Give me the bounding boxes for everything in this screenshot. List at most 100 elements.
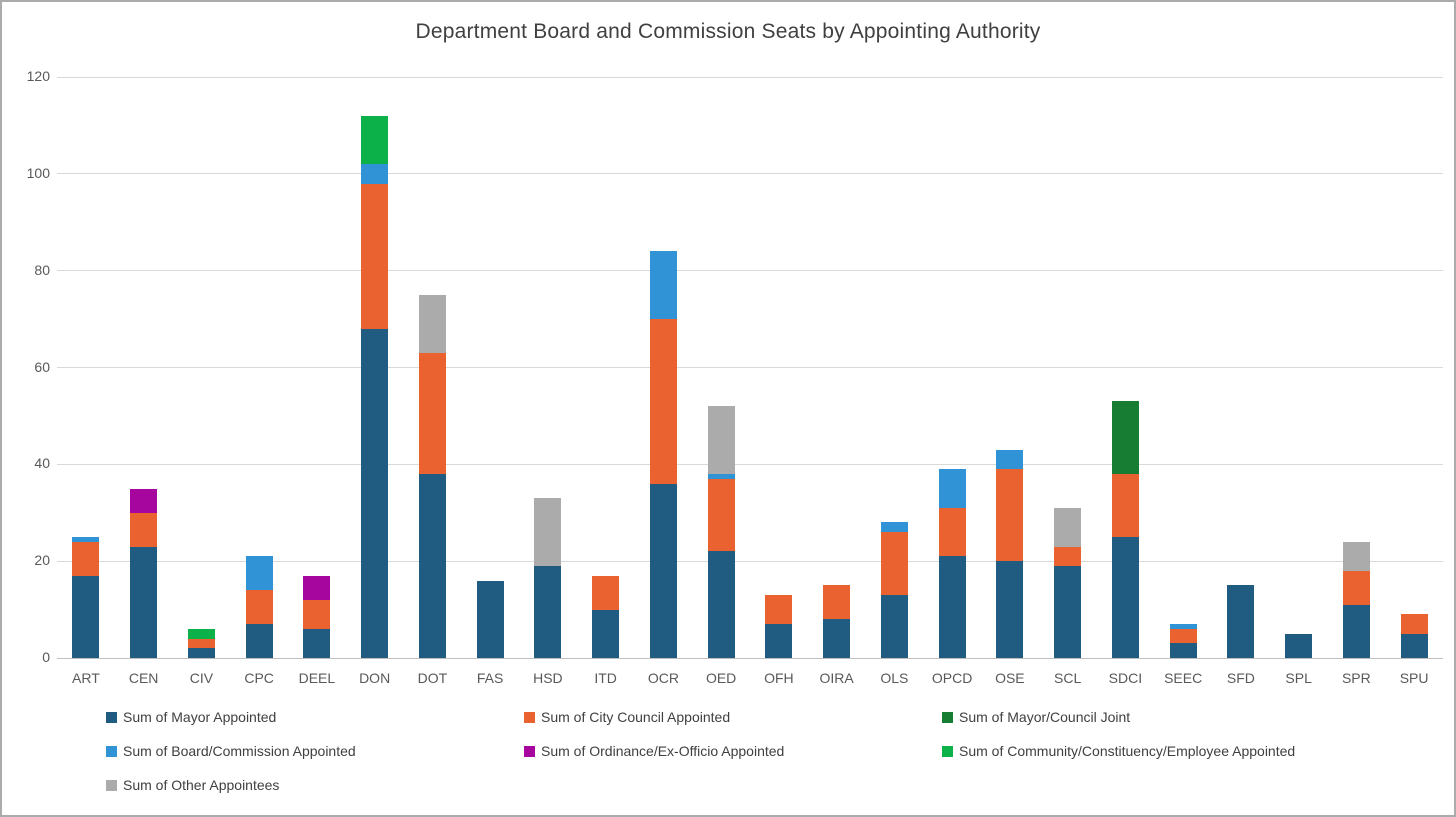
bar-segment-cpc-sum-of-board-commission-appointed [245, 556, 273, 591]
bar-segment-scl-sum-of-mayor-appointed [1054, 566, 1082, 658]
bar-segment-cen-sum-of-city-council-appointed [130, 512, 158, 547]
x-tick-label-sdci: SDCI [1108, 670, 1143, 686]
x-tick-label-sfd: SFD [1226, 670, 1255, 686]
bar-segment-ocr-sum-of-city-council-appointed [649, 319, 677, 484]
bar-segment-ols-sum-of-mayor-appointed [880, 595, 908, 658]
chart-title: Department Board and Commission Seats by… [415, 20, 1041, 43]
bar-segment-art-sum-of-city-council-appointed [72, 541, 100, 576]
legend-label: Sum of Mayor/Council Joint [959, 709, 1131, 725]
legend-item-sum-of-city-council-appointed: Sum of City Council Appointed [524, 709, 942, 725]
x-tick-label-ose: OSE [995, 670, 1025, 686]
bar-segment-don-sum-of-mayor-appointed [361, 328, 389, 658]
bar-segment-deel-sum-of-ordinance-ex-officio-appointed [303, 575, 331, 600]
gridline-100 [57, 173, 1443, 175]
bar-segment-dot-sum-of-mayor-appointed [418, 474, 446, 658]
bar-segment-hsd-sum-of-other-appointees [534, 498, 562, 567]
bar-segment-spu-sum-of-city-council-appointed [1400, 614, 1428, 634]
x-tick-label-deel: DEEL [298, 670, 336, 686]
x-tick-label-oed: OED [705, 670, 737, 686]
y-tick-label-40: 40 [34, 455, 50, 472]
gridline-120 [57, 76, 1443, 78]
bar-segment-spr-sum-of-city-council-appointed [1342, 570, 1370, 605]
bar-segment-ose-sum-of-mayor-appointed [996, 561, 1024, 658]
bar-segment-don-sum-of-board-commission-appointed [361, 164, 389, 184]
y-tick-label-20: 20 [34, 552, 50, 569]
bar-segment-opcd-sum-of-mayor-appointed [938, 556, 966, 658]
legend-item-sum-of-mayor-council-joint: Sum of Mayor/Council Joint [942, 709, 1295, 725]
x-tick-label-spr: SPR [1341, 670, 1371, 686]
x-tick-label-scl: SCL [1054, 670, 1082, 686]
x-tick-label-opcd: OPCD [931, 670, 973, 686]
x-tick-label-oira: OIRA [819, 670, 854, 686]
y-tick-label-0: 0 [42, 649, 50, 665]
bar-segment-sdci-sum-of-mayor-appointed [1111, 536, 1139, 658]
gridline-40 [57, 463, 1443, 465]
bar-segment-seec-sum-of-city-council-appointed [1169, 628, 1197, 644]
legend-item-sum-of-community-constituency-employee-appointed: Sum of Community/Constituency/Employee A… [942, 743, 1295, 759]
bar-segment-cpc-sum-of-city-council-appointed [245, 590, 273, 625]
legend-swatch-icon [106, 745, 117, 757]
bar-segment-civ-sum-of-city-council-appointed [187, 638, 215, 649]
x-tick-label-hsd: HSD [533, 670, 563, 686]
legend-label: Sum of Mayor Appointed [123, 709, 277, 725]
bar-segment-ofh-sum-of-city-council-appointed [765, 595, 793, 625]
legend-swatch-icon [106, 711, 117, 723]
bar-segment-oira-sum-of-city-council-appointed [823, 585, 851, 620]
legend-swatch-icon [942, 745, 953, 757]
y-tick-label-60: 60 [34, 358, 50, 375]
bar-segment-oed-sum-of-other-appointees [707, 406, 735, 475]
bar-segment-don-sum-of-city-council-appointed [361, 183, 389, 329]
x-tick-label-don: DON [359, 670, 391, 686]
legend-label: Sum of Board/Commission Appointed [123, 743, 356, 759]
bar-segment-oira-sum-of-mayor-appointed [823, 619, 851, 658]
legend-item-sum-of-board-commission-appointed: Sum of Board/Commission Appointed [106, 743, 524, 759]
bar-segment-fas-sum-of-mayor-appointed [476, 580, 504, 658]
bar-segment-oed-sum-of-city-council-appointed [707, 478, 735, 552]
y-tick-label-80: 80 [34, 261, 50, 278]
x-tick-label-seec: SEEC [1164, 670, 1203, 686]
legend-label: Sum of Other Appointees [123, 777, 280, 793]
gridline-80 [57, 270, 1443, 272]
bar-segment-spl-sum-of-mayor-appointed [1285, 633, 1313, 658]
legend-label: Sum of Ordinance/Ex-Officio Appointed [541, 743, 785, 759]
x-tick-label-fas: FAS [476, 670, 504, 686]
bar-segment-hsd-sum-of-mayor-appointed [534, 566, 562, 658]
bar-segment-ols-sum-of-board-commission-appointed [880, 522, 908, 533]
bar-segment-sfd-sum-of-mayor-appointed [1227, 585, 1255, 658]
legend-label: Sum of Community/Constituency/Employee A… [959, 743, 1296, 759]
bar-segment-opcd-sum-of-board-commission-appointed [938, 469, 966, 508]
legend-item-sum-of-mayor-appointed: Sum of Mayor Appointed [106, 709, 524, 725]
bar-segment-art-sum-of-board-commission-appointed [72, 536, 100, 542]
bar-segment-ols-sum-of-city-council-appointed [880, 532, 908, 596]
bar-segment-civ-sum-of-mayor-appointed [187, 648, 215, 658]
bar-segment-itd-sum-of-city-council-appointed [592, 575, 620, 610]
x-tick-label-spl: SPL [1285, 670, 1312, 686]
legend-swatch-icon [942, 711, 953, 723]
bar-segment-ocr-sum-of-mayor-appointed [649, 483, 677, 658]
x-tick-label-ols: OLS [880, 670, 909, 686]
bar-segment-cen-sum-of-ordinance-ex-officio-appointed [130, 488, 158, 513]
bar-segment-itd-sum-of-mayor-appointed [592, 609, 620, 658]
bar-segment-ose-sum-of-city-council-appointed [996, 469, 1024, 562]
bar-segment-oed-sum-of-board-commission-appointed [707, 474, 735, 479]
gridline-20 [57, 560, 1443, 562]
x-tick-label-ofh: OFH [764, 670, 794, 686]
bar-segment-ofh-sum-of-mayor-appointed [765, 624, 793, 658]
legend: Sum of Mayor Appointed Sum of City Counci… [106, 709, 1295, 811]
x-tick-label-itd: ITD [594, 670, 617, 686]
bar-segment-don-sum-of-community-constituency-employee-appointed [361, 115, 389, 165]
bar-segment-spu-sum-of-mayor-appointed [1400, 633, 1428, 658]
bar-segment-spr-sum-of-mayor-appointed [1342, 604, 1370, 658]
legend-item-sum-of-other-appointees: Sum of Other Appointees [106, 777, 524, 793]
bar-segment-seec-sum-of-board-commission-appointed [1169, 624, 1197, 629]
legend-swatch-icon [524, 745, 535, 757]
bar-segment-scl-sum-of-city-council-appointed [1054, 546, 1082, 567]
bar-segment-civ-sum-of-community-constituency-employee-appointed [187, 628, 215, 639]
y-tick-label-120: 120 [26, 68, 50, 84]
bar-segment-oed-sum-of-mayor-appointed [707, 551, 735, 658]
y-tick-label-100: 100 [26, 164, 50, 181]
x-tick-label-art: ART [72, 670, 100, 686]
bar-segment-spr-sum-of-other-appointees [1342, 541, 1370, 571]
legend-item-sum-of-ordinance-ex-officio-appointed: Sum of Ordinance/Ex-Officio Appointed [524, 743, 942, 759]
